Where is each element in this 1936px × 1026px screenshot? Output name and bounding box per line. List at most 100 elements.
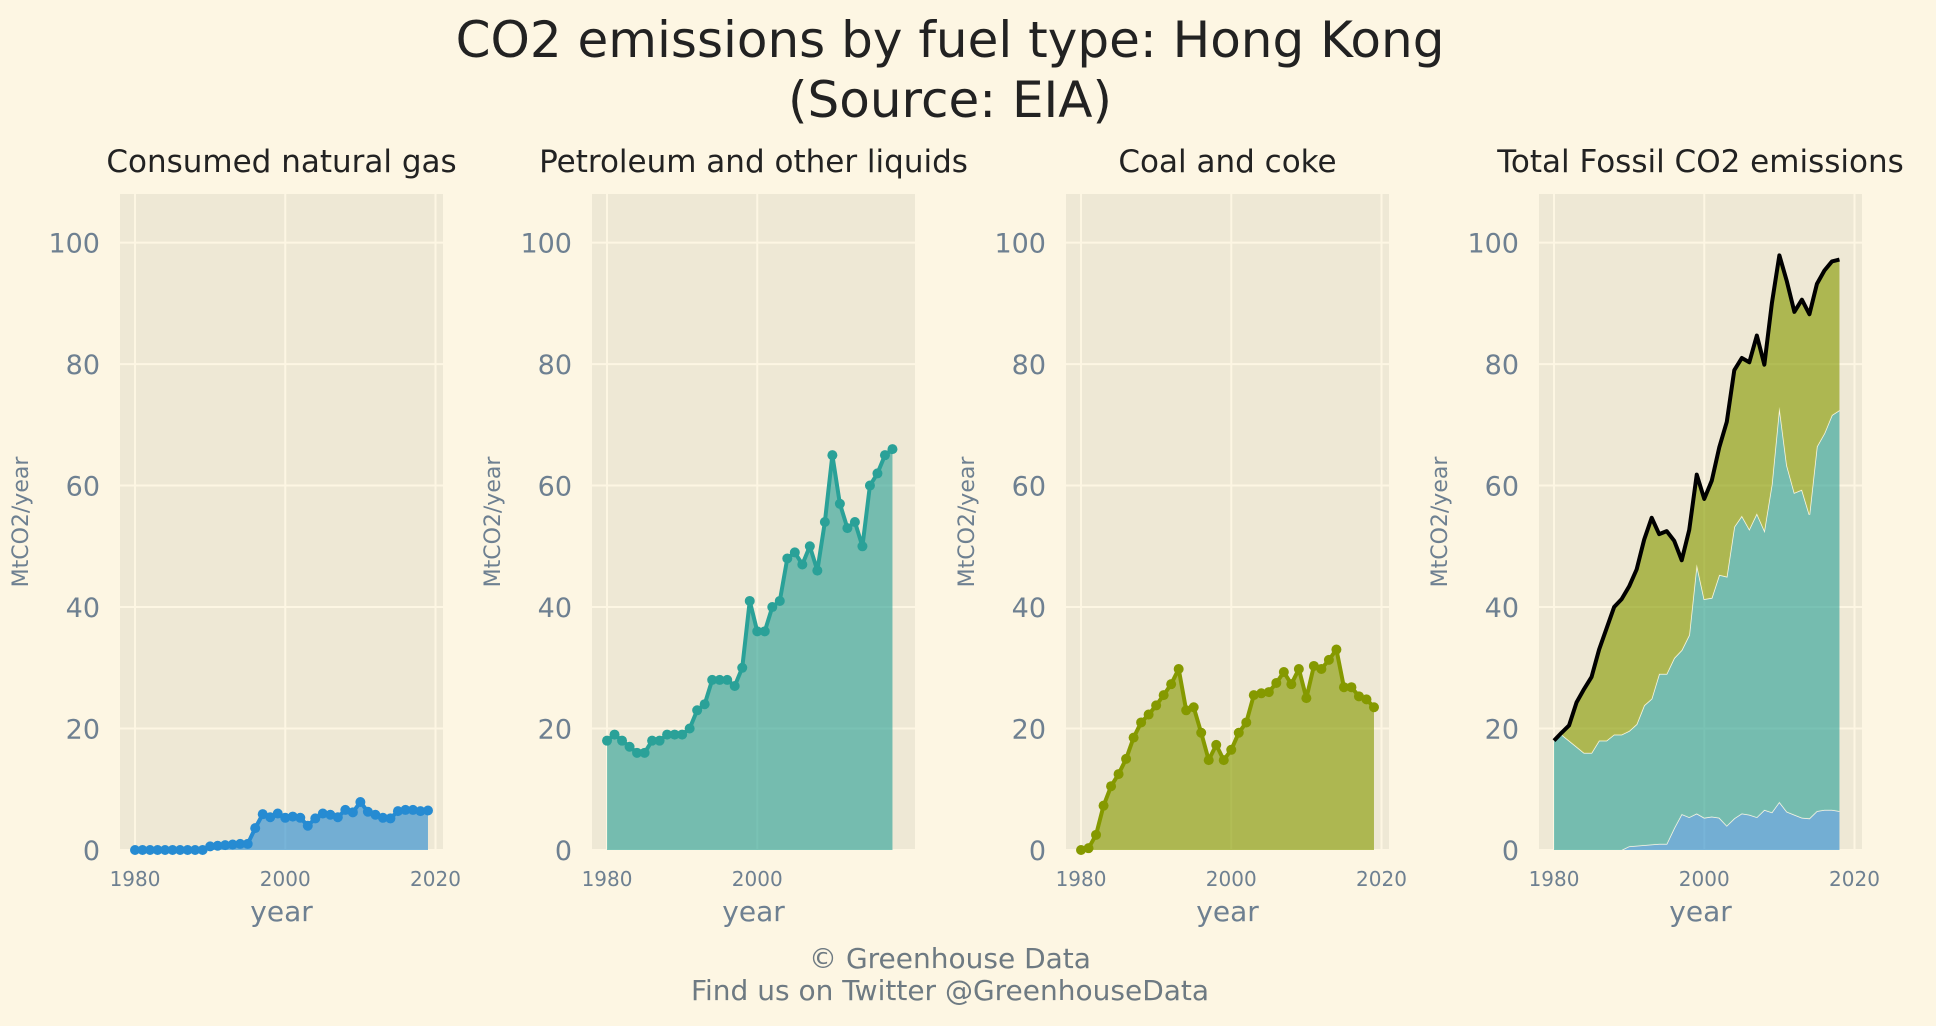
data-point <box>272 808 283 819</box>
data-point <box>1098 800 1109 811</box>
data-point <box>722 674 733 685</box>
y-tick-label: 60 <box>1012 472 1046 503</box>
series-area <box>1081 649 1374 850</box>
y-tick-label: 20 <box>538 715 572 746</box>
chart-panel-1: Consumed natural gas 0 20 40 60 80 100 1980 2000… <box>9 144 461 928</box>
data-point <box>1188 702 1199 713</box>
y-tick-label: 40 <box>1012 593 1046 624</box>
data-point <box>744 595 755 606</box>
data-point <box>1196 727 1207 738</box>
data-point <box>167 845 178 855</box>
data-point <box>1256 688 1267 699</box>
data-point <box>317 808 328 819</box>
data-point <box>182 845 193 855</box>
data-point <box>797 559 808 570</box>
y-tick-label: 40 <box>1485 593 1519 624</box>
data-point <box>287 811 298 822</box>
data-point <box>1083 843 1094 854</box>
chart-panel-4: Total Fossil CO2 emissions 0 20 40 60 80 100 19… <box>1428 144 1904 928</box>
data-point <box>864 480 875 491</box>
y-tick-label: 60 <box>1485 472 1519 503</box>
y-tick-label: 20 <box>1012 715 1046 746</box>
x-axis-label: year <box>722 895 785 928</box>
chart-title: CO2 emissions by fuel type: Hong Kong (S… <box>0 10 1900 130</box>
y-tick-label: 80 <box>538 350 572 381</box>
panel-title: Coal and coke <box>1118 144 1336 180</box>
y-axis-label: MtCO2/year <box>481 456 506 588</box>
y-tick-label: 80 <box>1012 350 1046 381</box>
x-tick-label: 1980 <box>1056 867 1107 891</box>
data-point <box>677 729 688 740</box>
x-tick-label: 2020 <box>410 867 461 891</box>
data-point <box>684 723 695 734</box>
data-point <box>1113 769 1124 780</box>
data-point <box>737 662 748 673</box>
data-point <box>624 741 635 752</box>
data-point <box>377 812 388 823</box>
data-point <box>205 841 216 852</box>
data-point <box>1233 727 1244 738</box>
data-point <box>385 813 396 824</box>
data-point <box>332 812 343 823</box>
data-point <box>1121 753 1132 764</box>
data-point <box>1218 755 1229 766</box>
data-point <box>160 845 171 855</box>
y-axis-label: MtCO2/year <box>9 456 34 588</box>
y-tick-label: 40 <box>538 593 572 624</box>
data-point <box>340 804 351 815</box>
data-point <box>130 845 141 855</box>
chart-panel-3: Coal and coke 0 20 40 60 80 100 1980 2000 2020 yea… <box>955 144 1407 928</box>
data-point <box>782 553 793 564</box>
data-point <box>767 602 778 613</box>
data-point <box>1323 654 1334 665</box>
data-point <box>759 626 770 637</box>
data-point <box>1331 644 1342 655</box>
data-point <box>692 705 703 716</box>
x-tick-label: 2000 <box>1679 867 1730 891</box>
x-tick-label: 2000 <box>732 867 783 891</box>
data-point <box>872 468 883 479</box>
data-point <box>152 845 163 855</box>
data-point <box>137 845 148 855</box>
data-point <box>849 517 860 527</box>
data-point <box>1286 679 1297 690</box>
data-point <box>212 840 223 851</box>
y-axis-label: MtCO2/year <box>1428 456 1453 588</box>
data-point <box>1316 663 1327 674</box>
data-point <box>422 805 433 816</box>
x-axis-label: year <box>1196 895 1259 928</box>
data-point <box>325 809 336 820</box>
y-tick-label: 100 <box>48 229 100 260</box>
x-tick-label: 1980 <box>110 867 161 891</box>
data-point <box>242 838 253 849</box>
y-tick-label: 60 <box>66 472 100 503</box>
data-point <box>789 547 800 558</box>
data-point <box>812 565 823 576</box>
data-point <box>1151 700 1162 711</box>
y-tick-label: 0 <box>1029 836 1046 867</box>
data-point <box>302 820 313 831</box>
chart-panel-2: Petroleum and other liquids 0 20 40 60 80 100 1… <box>481 144 968 928</box>
footer-copyright: © Greenhouse Data <box>809 942 1091 975</box>
total-line <box>1552 253 1840 743</box>
data-point <box>310 813 321 824</box>
data-point <box>632 747 643 758</box>
data-point <box>662 729 673 740</box>
x-tick-label: 2020 <box>1829 867 1880 891</box>
panel-title: Total Fossil CO2 emissions <box>1496 144 1904 180</box>
y-tick-label: 40 <box>66 593 100 624</box>
y-tick-label: 100 <box>1467 229 1519 260</box>
data-point <box>1136 717 1147 728</box>
y-tick-label: 20 <box>1485 715 1519 746</box>
data-point <box>774 595 785 606</box>
stacked-area <box>1554 802 1840 850</box>
x-tick-label: 2000 <box>260 867 311 891</box>
data-point <box>1346 682 1357 693</box>
data-point <box>804 541 815 552</box>
x-tick-label: 1980 <box>1529 867 1580 891</box>
series-line <box>1080 647 1376 852</box>
plot-area <box>120 194 443 850</box>
data-point <box>280 812 291 823</box>
data-point <box>1226 744 1237 755</box>
x-axis-label: year <box>1669 895 1732 928</box>
